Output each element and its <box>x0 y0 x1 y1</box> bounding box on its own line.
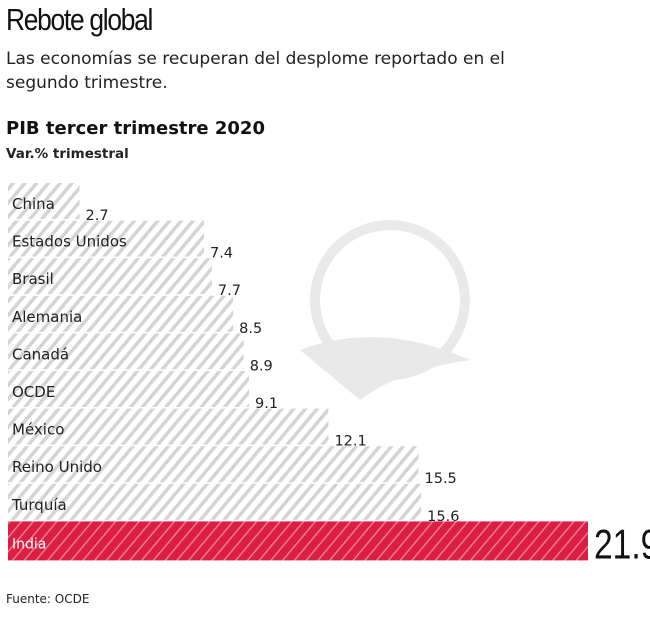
value-label: 8.5 <box>239 321 262 337</box>
category-label: Reino Unido <box>12 458 102 476</box>
bar-india <box>8 521 588 561</box>
bar-china <box>8 183 80 219</box>
chart-unit: Var.% trimestral <box>6 146 129 162</box>
chart-title: PIB tercer trimestre 2020 <box>6 118 265 139</box>
category-label: India <box>12 536 46 552</box>
source-note: Fuente: OCDE <box>6 592 90 606</box>
value-label: 15.6 <box>427 509 459 525</box>
category-label: Brasil <box>12 270 54 288</box>
category-label: Alemania <box>12 308 82 326</box>
category-label: OCDE <box>12 383 55 401</box>
value-label: 8.9 <box>250 358 273 374</box>
subtitle: Las economías se recuperan del desplome … <box>6 49 505 93</box>
category-label: Turquía <box>11 496 67 514</box>
value-label: 15.5 <box>425 471 457 487</box>
value-label: 9.1 <box>255 396 278 412</box>
bar-reino-unido <box>8 446 419 483</box>
bar-canadá <box>8 333 244 370</box>
bar-ocde <box>8 371 250 407</box>
category-label: México <box>12 421 64 439</box>
category-label: China <box>12 195 55 213</box>
bar-alemania <box>8 295 234 332</box>
bar-turquía <box>8 483 422 520</box>
bar-brasil <box>8 258 212 295</box>
value-label: 7.4 <box>210 246 233 262</box>
value-label: 12.1 <box>334 434 366 450</box>
bar-estados-unidos <box>8 220 204 257</box>
title: Rebote global <box>6 2 153 37</box>
value-label: 21.9 <box>594 522 650 568</box>
bar-méxico <box>8 408 329 445</box>
value-label: 7.7 <box>218 283 241 299</box>
category-label: Estados Unidos <box>12 233 127 251</box>
value-label: 2.7 <box>86 208 109 224</box>
category-label: Canadá <box>12 345 69 363</box>
watermark-emblem <box>300 220 470 400</box>
